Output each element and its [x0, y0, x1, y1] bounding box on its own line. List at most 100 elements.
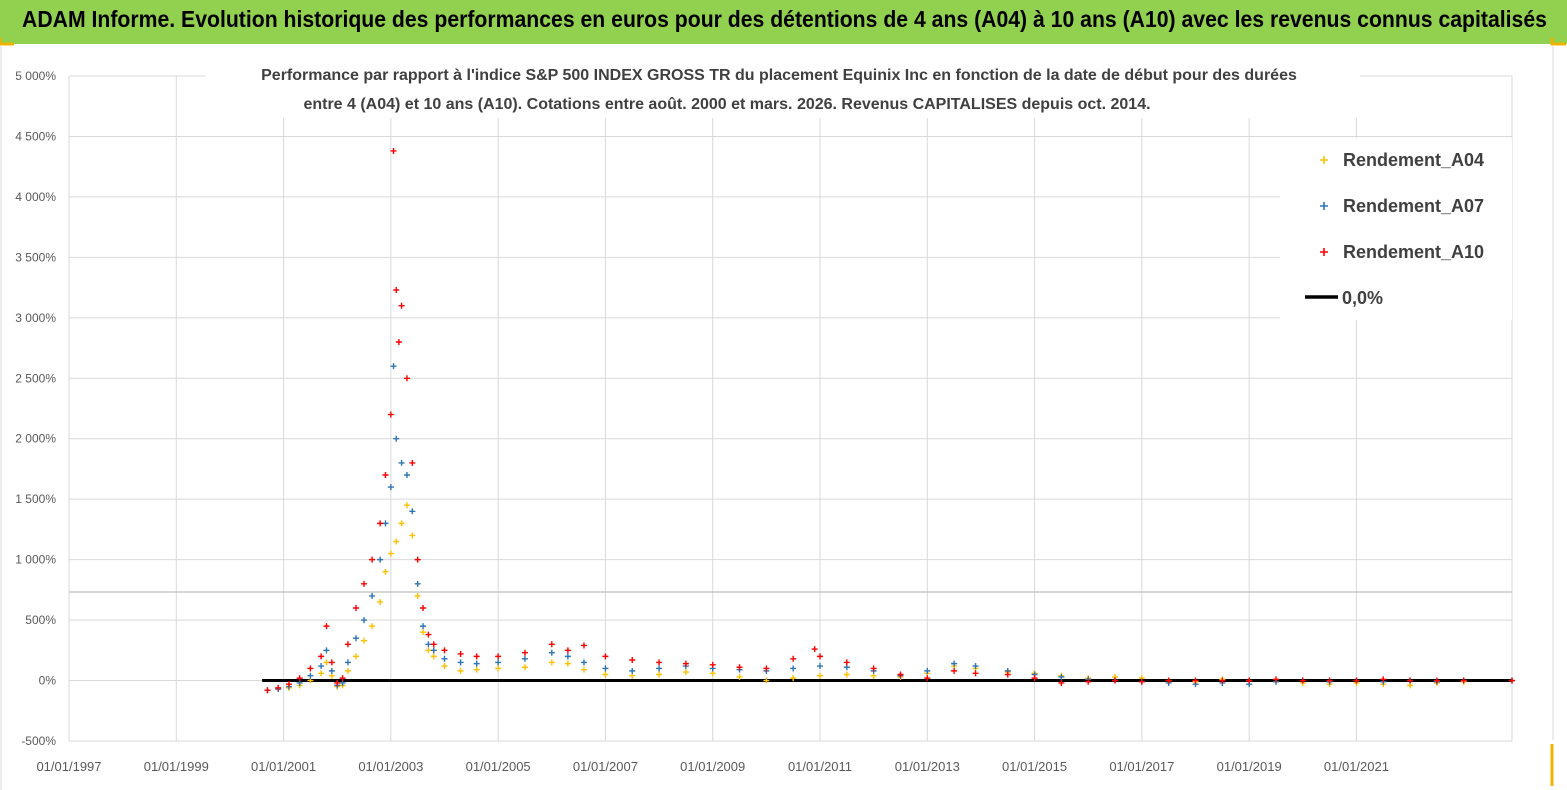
data-point: [420, 629, 427, 636]
data-point: [307, 672, 314, 679]
data-point: [285, 681, 292, 688]
chart-title-background: [205, 60, 1360, 118]
data-point: [656, 665, 663, 672]
data-point: [580, 659, 587, 666]
x-tick-label: 01/01/2009: [680, 759, 745, 774]
y-tick-label: 4 000%: [15, 190, 56, 204]
data-point: [323, 623, 330, 630]
data-point: [275, 684, 282, 691]
data-point: [344, 667, 351, 674]
data-point: [369, 592, 376, 599]
data-point: [924, 675, 931, 682]
data-point: [1380, 676, 1387, 683]
data-point: [495, 659, 502, 666]
data-point: [790, 665, 797, 672]
data-point: [393, 538, 400, 545]
data-point: [709, 661, 716, 668]
data-point: [1112, 677, 1119, 684]
legend-label: Rendement_A10: [1343, 242, 1484, 262]
data-point: [790, 675, 797, 682]
data-point: [521, 655, 528, 662]
x-tick-label: 01/01/2007: [573, 759, 638, 774]
data-point: [1165, 677, 1172, 684]
data-point: [344, 641, 351, 648]
gridlines: [68, 75, 1513, 742]
data-point: [318, 653, 325, 660]
y-tick-label: 3 000%: [15, 311, 56, 325]
chart-legend: Rendement_A04 Rendement_A07 Rendement_A10 0…: [1280, 138, 1512, 320]
data-point: [318, 663, 325, 670]
data-point: [328, 667, 335, 674]
data-point: [473, 660, 480, 667]
x-tick-label: 01/01/2011: [788, 759, 852, 774]
x-tick-label: 01/01/2013: [895, 759, 960, 774]
data-point: [420, 605, 427, 611]
data-point: [1353, 677, 1360, 684]
legend-label: Rendement_A04: [1343, 150, 1484, 170]
y-tick-label: 500%: [25, 613, 56, 627]
data-point: [1085, 678, 1092, 685]
data-point: [1138, 678, 1145, 685]
data-point: [790, 655, 797, 662]
data-point: [323, 659, 330, 666]
data-point: [1433, 677, 1440, 684]
data-point: [580, 642, 587, 649]
data-point: [924, 667, 931, 674]
y-tick-label: -500%: [21, 734, 56, 748]
data-point: [548, 649, 555, 656]
data-point: [972, 663, 979, 670]
data-point: [951, 667, 958, 674]
data-point: [951, 660, 958, 667]
data-point: [495, 665, 502, 672]
data-point: [398, 459, 405, 466]
data-point: [441, 655, 448, 662]
corner-marker-top-left: [0, 38, 14, 46]
legend-label: 0,0%: [1342, 288, 1383, 308]
data-point: [682, 660, 689, 667]
data-point: [393, 435, 400, 442]
data-point: [817, 653, 824, 660]
data-point: [602, 665, 609, 672]
y-tick-label: 1 000%: [15, 553, 56, 567]
data-point: [382, 568, 389, 575]
data-point: [1031, 675, 1038, 682]
legend-marker: [1320, 156, 1328, 164]
data-point: [736, 664, 743, 671]
data-point: [403, 502, 410, 509]
data-point: [369, 623, 376, 630]
series-Rendement_A07: [264, 363, 1515, 694]
data-point: [382, 520, 389, 527]
data-point: [1219, 677, 1226, 684]
data-point: [361, 637, 368, 644]
data-point: [1460, 677, 1467, 684]
data-point: [495, 653, 502, 660]
data-point: [564, 653, 571, 660]
data-point: [1407, 677, 1414, 684]
y-axis: 5 000% 4 500% 4 000% 3 500% 3 000% 2 500% 2 00…: [15, 69, 56, 748]
x-tick-label: 01/01/2019: [1217, 759, 1282, 774]
legend-label: Rendement_A07: [1343, 196, 1484, 216]
legend-marker: [1320, 248, 1328, 256]
data-point: [430, 641, 437, 648]
data-point: [352, 635, 359, 642]
series-Rendement_A10: [264, 147, 1515, 694]
y-tick-label: 1 500%: [15, 492, 56, 506]
data-point: [403, 472, 410, 478]
header-banner: ADAM Informe. Evolution historique des p…: [0, 0, 1567, 44]
chart-title-line1: Performance par rapport à l'indice S&P 5…: [261, 67, 1297, 84]
data-point: [409, 508, 416, 515]
data-point: [843, 671, 850, 678]
data-point: [763, 677, 770, 684]
series-Rendement_A04: [264, 502, 1515, 694]
data-point: [377, 598, 384, 605]
data-point: [390, 363, 397, 370]
data-point: [897, 671, 904, 678]
data-point: [307, 665, 314, 672]
data-point: [264, 687, 271, 694]
data-point: [736, 673, 743, 680]
data-point: [564, 660, 571, 667]
data-point: [629, 667, 636, 674]
data-point: [377, 520, 384, 527]
data-point: [430, 653, 437, 660]
data-point: [334, 679, 341, 686]
